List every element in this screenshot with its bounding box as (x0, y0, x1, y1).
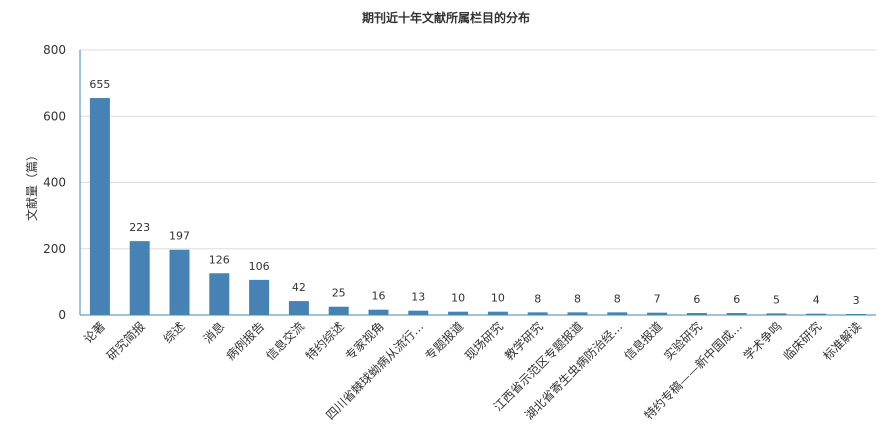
bar (169, 249, 190, 315)
bar-value-label: 655 (89, 78, 110, 91)
bar (527, 312, 548, 315)
x-tick-label: 特约综述 (302, 319, 347, 364)
bar (328, 306, 349, 315)
x-tick-label: 专题报道 (422, 319, 467, 364)
bar-value-label: 126 (209, 253, 230, 266)
bar-value-label: 13 (411, 291, 425, 304)
chart-title: 期刊近十年文献所属栏目的分布 (362, 10, 530, 25)
bar (686, 313, 707, 315)
x-tick-label: 论著 (81, 319, 108, 346)
y-axis-ticks: 0 200 400 600 800 (43, 43, 66, 322)
bar (368, 309, 389, 315)
x-tick-label: 研究简报 (103, 319, 148, 364)
x-tick-label: 现场研究 (461, 319, 506, 364)
y-tick-label: 200 (43, 242, 66, 256)
bar-value-label: 106 (249, 260, 270, 273)
bar-value-label: 16 (372, 290, 386, 303)
bar-value-label: 5 (773, 293, 780, 306)
bar-value-label: 25 (332, 287, 346, 300)
y-axis-title: 文献量（篇） (24, 149, 39, 221)
gridlines (80, 49, 876, 250)
y-tick-label: 800 (43, 43, 66, 57)
bar (806, 313, 827, 315)
bar (89, 98, 110, 315)
bar (647, 312, 668, 315)
y-tick-label: 400 (43, 176, 66, 190)
bar-value-label: 223 (129, 221, 150, 234)
bar-value-label: 10 (491, 292, 505, 305)
x-tick-label: 学术争鸣 (740, 319, 785, 364)
bar (567, 312, 588, 315)
axes (79, 50, 876, 316)
bar-value-label: 8 (534, 292, 541, 305)
bar-value-label: 197 (169, 230, 190, 243)
x-tick-label: 信息报道 (621, 319, 666, 364)
bar-value-label: 7 (654, 293, 661, 306)
bar (766, 313, 787, 315)
bar (726, 313, 747, 315)
x-tick-label: 标准解读 (820, 319, 864, 363)
x-tick-label: 病例报告 (223, 319, 268, 364)
bars (89, 98, 867, 315)
bar (129, 241, 150, 315)
x-tick-label: 临床研究 (780, 319, 825, 364)
bar (249, 279, 270, 315)
bar (209, 273, 230, 315)
bar (448, 311, 469, 315)
bar-value-label: 4 (813, 294, 820, 307)
x-tick-label: 信息交流 (262, 319, 307, 364)
y-tick-label: 600 (43, 109, 66, 123)
bar-value-label: 6 (733, 293, 740, 306)
bar-value-label: 10 (451, 292, 465, 305)
data-labels: 655 223 197 126 106 42 25 16 13 10 10 8 8 8 7 6 6 5 4 3 (89, 78, 859, 307)
bar-value-label: 3 (853, 294, 860, 307)
bar-value-label: 8 (614, 292, 621, 305)
bar-value-label: 6 (693, 293, 700, 306)
bar (607, 312, 628, 315)
bar (408, 310, 429, 315)
bar (288, 301, 309, 315)
y-tick-label: 0 (58, 308, 66, 322)
bar (487, 311, 508, 315)
bar-value-label: 8 (574, 292, 581, 305)
x-tick-label: 消息 (200, 319, 228, 347)
x-tick-label: 综述 (161, 319, 188, 346)
bar-value-label: 42 (292, 281, 306, 294)
